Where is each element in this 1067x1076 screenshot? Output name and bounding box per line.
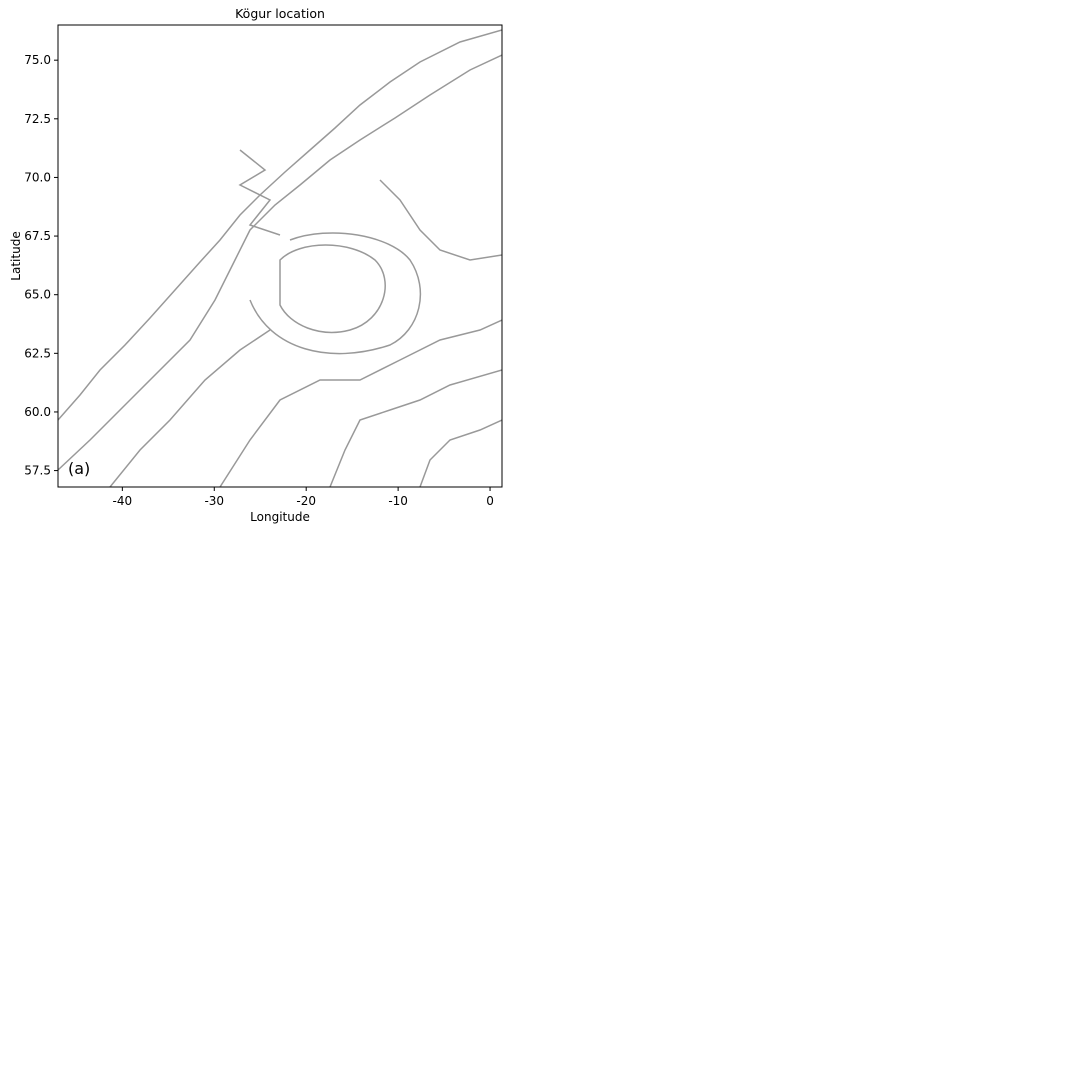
y-tick-label: 65.0 <box>24 288 51 302</box>
velocity-field <box>581 0 937 487</box>
x-tick-label: -10 <box>388 494 408 508</box>
x-tick-label: -40 <box>113 494 133 508</box>
y-axis-label: Latitude <box>9 231 23 280</box>
title: Kögur location <box>235 6 325 21</box>
x-tick-label: 0 <box>486 494 494 508</box>
coastlines <box>58 29 502 487</box>
y-tick-label: 67.5 <box>24 229 51 243</box>
x-tick-label: -30 <box>204 494 224 508</box>
y-tick-label: 62.5 <box>24 346 51 360</box>
y-tick-label: 75.0 <box>24 53 51 67</box>
y-tick-label: 70.0 <box>24 170 51 184</box>
x-axis-label: Longitude <box>250 510 310 524</box>
y-tick-label: 60.0 <box>24 405 51 419</box>
panel-label: (a) <box>68 459 90 478</box>
y-tick-label: 72.5 <box>24 112 51 126</box>
axes-frame <box>57 24 503 488</box>
y-tick-label: 57.5 <box>24 464 51 478</box>
plots: -40 -30 -20 -10 0 57.5 60.0 62.5 65.0 67.5 70.0 72.… <box>9 6 503 524</box>
x-tick-label: -20 <box>296 494 316 508</box>
